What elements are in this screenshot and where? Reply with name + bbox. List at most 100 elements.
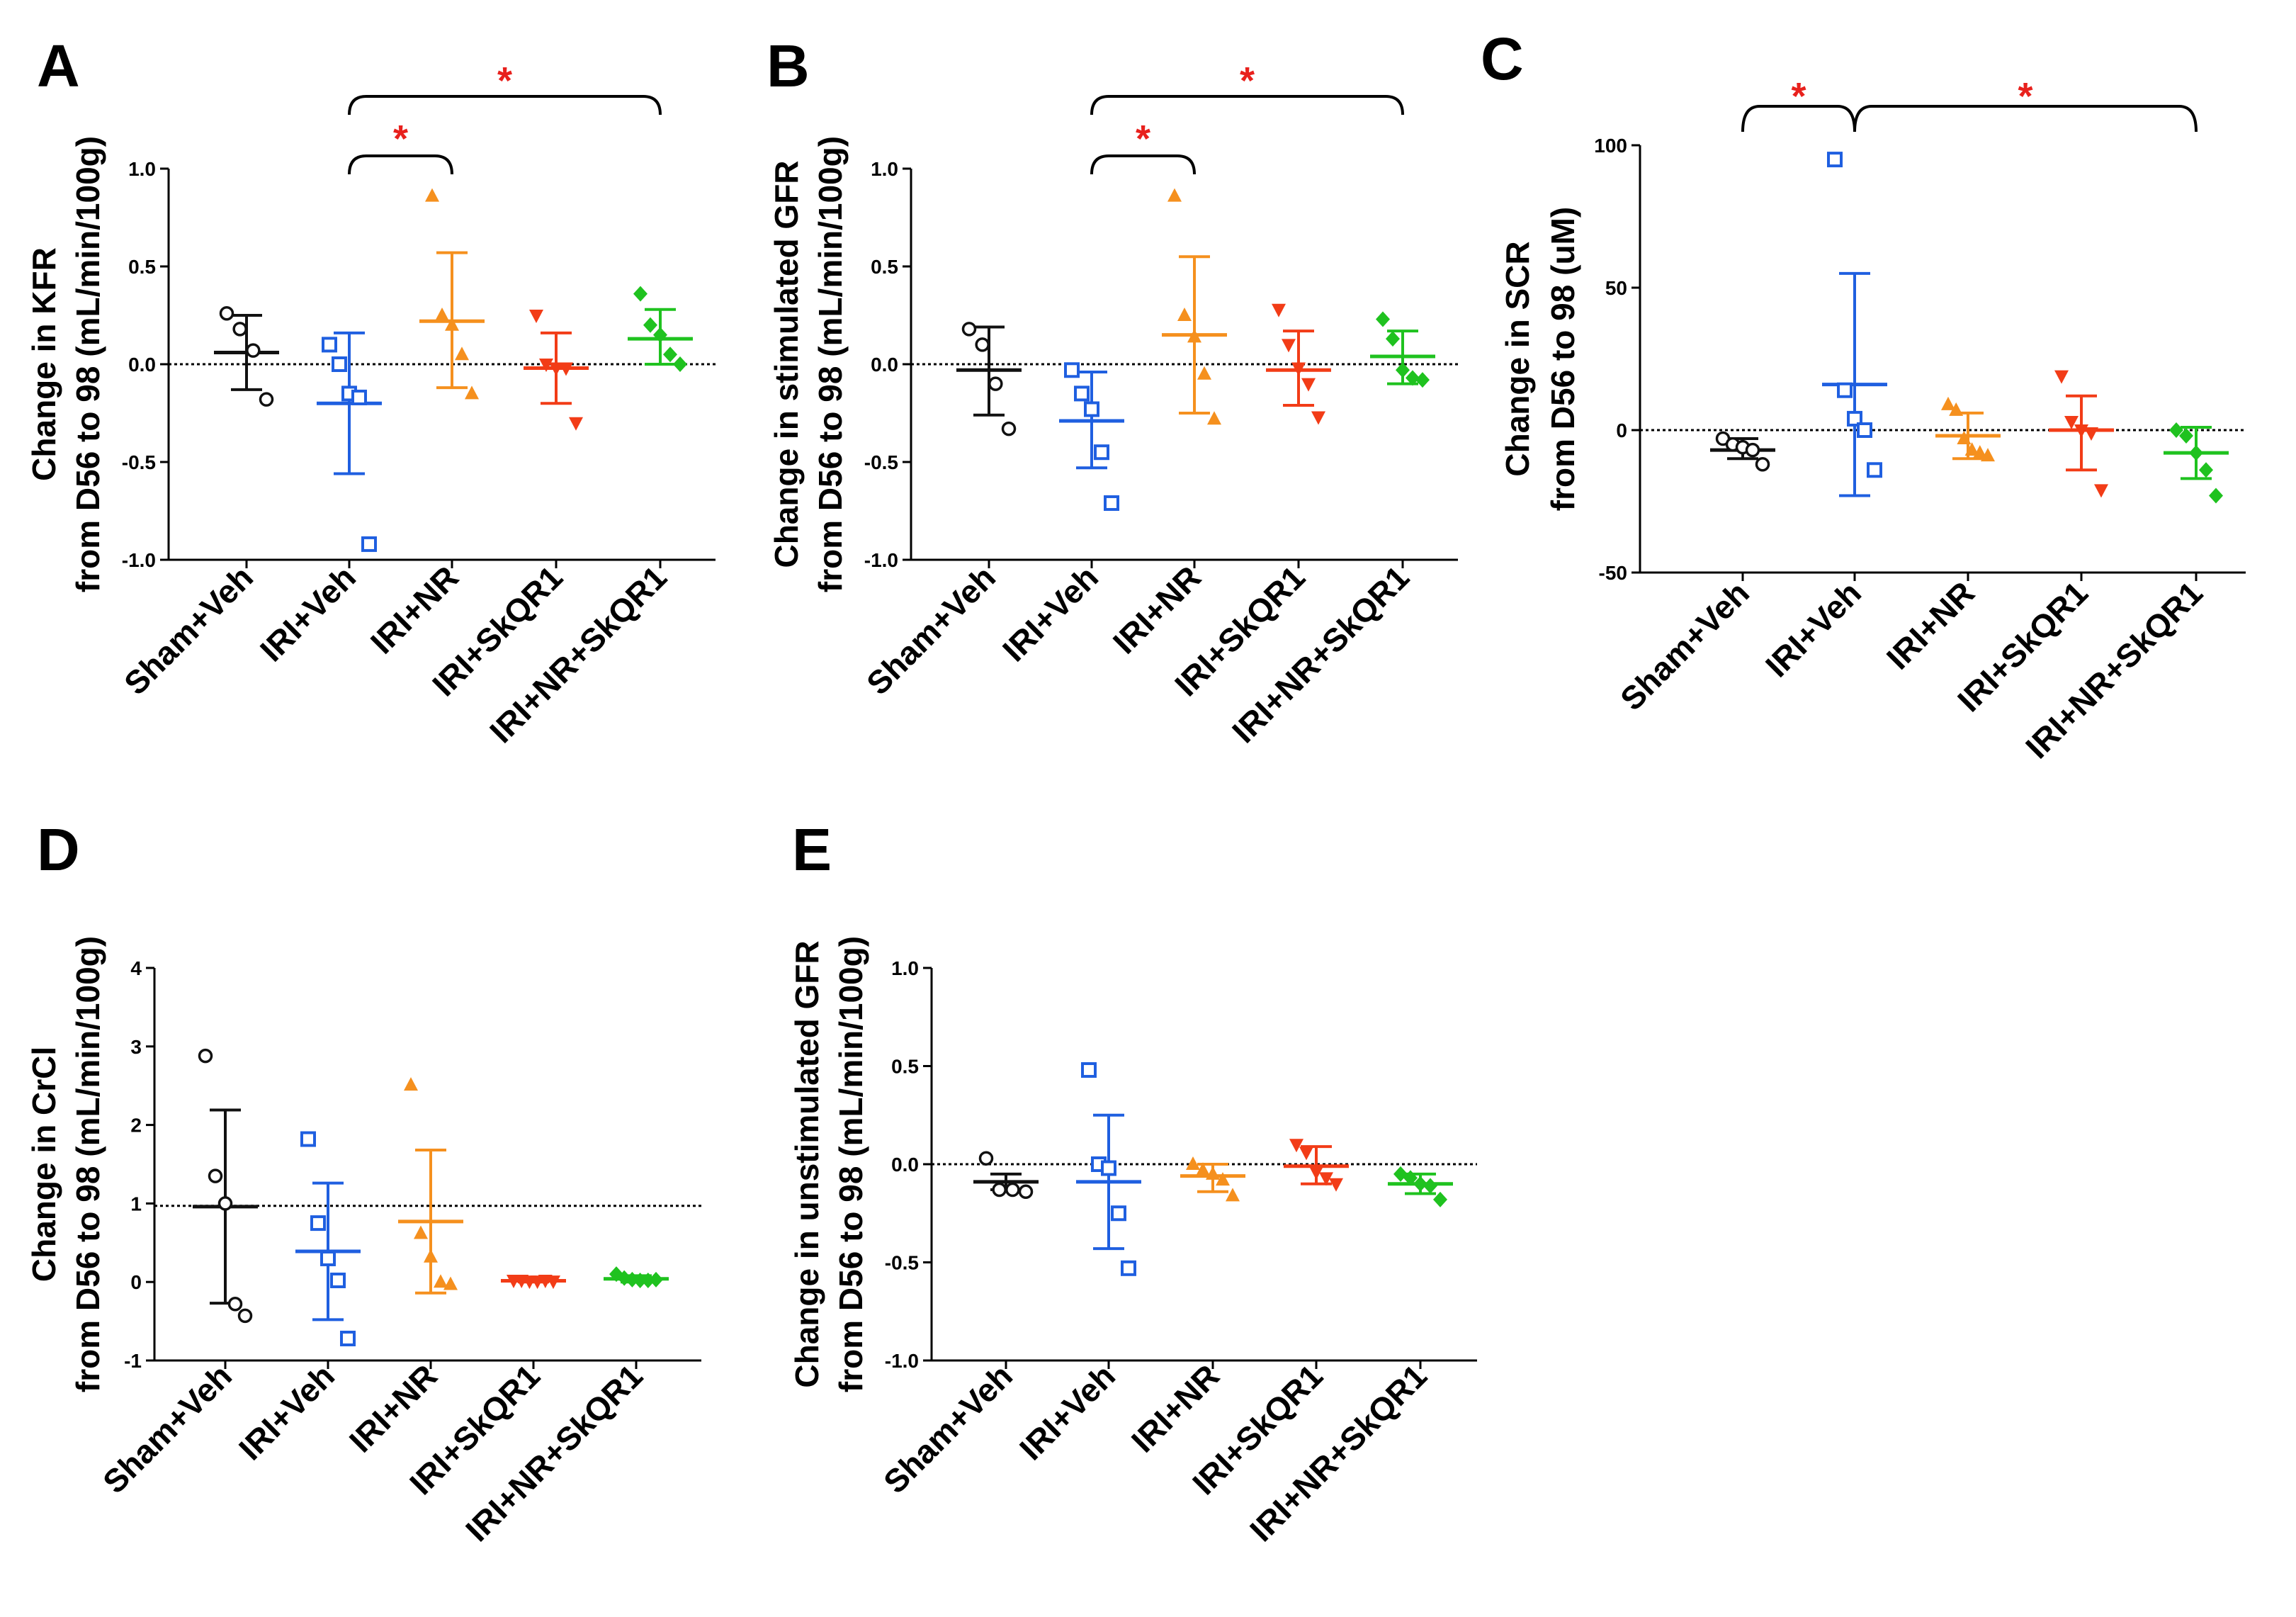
x-tick-label: IRI+NR+SkQR1 — [1243, 1357, 1434, 1548]
x-tick-label: Sham+Veh — [117, 558, 260, 702]
data-point — [1291, 362, 1306, 376]
y-tick-label: -50 — [1599, 562, 1627, 584]
y-tick-label: 0.5 — [871, 256, 898, 278]
data-point — [445, 317, 459, 331]
data-point — [1415, 372, 1430, 388]
data-point — [2179, 428, 2193, 444]
series-iri-nr — [419, 188, 485, 400]
data-point — [208, 1168, 223, 1183]
data-point — [1376, 311, 1390, 327]
x-tick-label: IRI+NR+SkQR1 — [1225, 558, 1416, 750]
y-axis-title: Change in unstimulated GFR from D56 to 98… — [788, 936, 869, 1392]
series-sham-veh — [956, 322, 1022, 436]
y-tick-label: 0 — [1616, 419, 1627, 441]
data-point — [1094, 444, 1109, 461]
data-point — [633, 1272, 647, 1288]
data-point — [1755, 456, 1770, 472]
panel-e: E Change in unstimulated GFR from D56 to 9… — [788, 816, 1477, 1548]
y-axis-title: Change in KFR from D56 to 98 (mL/min/100g… — [26, 136, 106, 592]
significance-bracket — [1853, 105, 2198, 133]
significance-bracket — [1741, 105, 1856, 133]
series-sham-veh — [1710, 431, 1775, 472]
panel-d: D Change in CrCl from D56 to 98 (mL/min/10… — [26, 816, 701, 1548]
y-tick-label: -1.0 — [885, 1350, 919, 1372]
data-point — [625, 1271, 640, 1288]
data-point — [2199, 462, 2213, 478]
y-tick-label: 0 — [130, 1271, 142, 1293]
data-point — [1187, 329, 1201, 343]
series-iri-nr — [398, 1077, 463, 1295]
data-point — [1104, 495, 1119, 511]
series-iri-veh — [1059, 362, 1124, 511]
series-iri-skqr1 — [1284, 1139, 1349, 1192]
x-tick-label: IRI+Veh — [1758, 574, 1868, 684]
data-point — [1957, 431, 1972, 445]
x-tick-label: IRI+Veh — [253, 558, 363, 668]
series-iri-veh — [1822, 152, 1887, 497]
series-iri-nr-skqr1 — [628, 286, 693, 372]
data-point — [633, 286, 647, 302]
data-point — [424, 1249, 438, 1263]
data-point — [435, 308, 449, 321]
y-axis-title: Change in CrCl from D56 to 98 (mL/min/100… — [26, 936, 106, 1392]
significance-bracket — [348, 95, 662, 116]
significance-star: * — [2018, 75, 2032, 118]
data-point — [549, 362, 563, 376]
y-tick-label: 0.0 — [871, 354, 898, 376]
y-tick-label: 100 — [1594, 135, 1627, 157]
data-point — [975, 337, 990, 352]
data-point — [1972, 445, 1987, 459]
data-point — [1074, 385, 1090, 402]
significance-bracket — [1090, 95, 1404, 116]
series-iri-nr-skqr1 — [1388, 1166, 1453, 1207]
series-iri-veh — [1076, 1062, 1141, 1276]
y-axis-title-line: Change in SCR — [1499, 241, 1536, 476]
data-point — [1282, 339, 1296, 353]
data-point — [443, 1276, 458, 1290]
data-point — [217, 1196, 233, 1211]
data-point — [351, 389, 367, 405]
data-point — [1001, 421, 1017, 436]
data-point — [2094, 484, 2108, 498]
y-tick-label: 0.5 — [128, 256, 156, 278]
data-point — [1396, 362, 1410, 378]
panel-label: C — [1481, 26, 1524, 92]
data-point — [1167, 188, 1182, 202]
data-point — [2169, 422, 2183, 438]
x-tick-label: IRI+NR — [363, 558, 465, 660]
data-point — [1197, 366, 1211, 380]
data-point — [1386, 331, 1400, 347]
data-point — [1857, 422, 1872, 438]
data-point — [1289, 1139, 1303, 1153]
y-axis-title-line: from D56 to 98 (mL/min/100g) — [812, 136, 849, 592]
data-point — [361, 536, 377, 552]
data-point — [1081, 1062, 1097, 1078]
panel-c: C Change in SCR from D56 to 98 (uM) -50 0 50 1… — [1481, 26, 2246, 765]
data-point — [1216, 1172, 1230, 1186]
data-point — [539, 359, 553, 372]
data-point — [546, 1275, 560, 1290]
x-tick-label: IRI+Veh — [232, 1357, 341, 1467]
series-iri-nr-skqr1 — [604, 1266, 669, 1288]
data-point — [198, 1048, 213, 1064]
data-point — [1084, 401, 1099, 417]
data-point — [673, 356, 687, 372]
data-point — [1745, 442, 1760, 458]
y-tick-label: 2 — [130, 1115, 142, 1137]
panel-label: A — [37, 33, 80, 99]
series-iri-nr — [1935, 396, 2001, 462]
significance-star: * — [497, 60, 512, 102]
y-axis-title-line: Change in KFR — [26, 247, 62, 481]
y-axis-title-line: from D56 to 98 (uM) — [1544, 207, 1581, 511]
data-point — [1847, 410, 1862, 427]
x-tick-label: Sham+Veh — [96, 1357, 239, 1500]
x-tick-label: Sham+Veh — [876, 1357, 1019, 1500]
data-point — [1186, 1156, 1200, 1170]
significance-star: * — [1136, 118, 1150, 160]
series-sham-veh — [214, 305, 279, 407]
data-point — [2064, 415, 2079, 429]
data-point — [1403, 1170, 1418, 1186]
series-sham-veh — [193, 1048, 258, 1324]
data-point — [332, 356, 347, 372]
